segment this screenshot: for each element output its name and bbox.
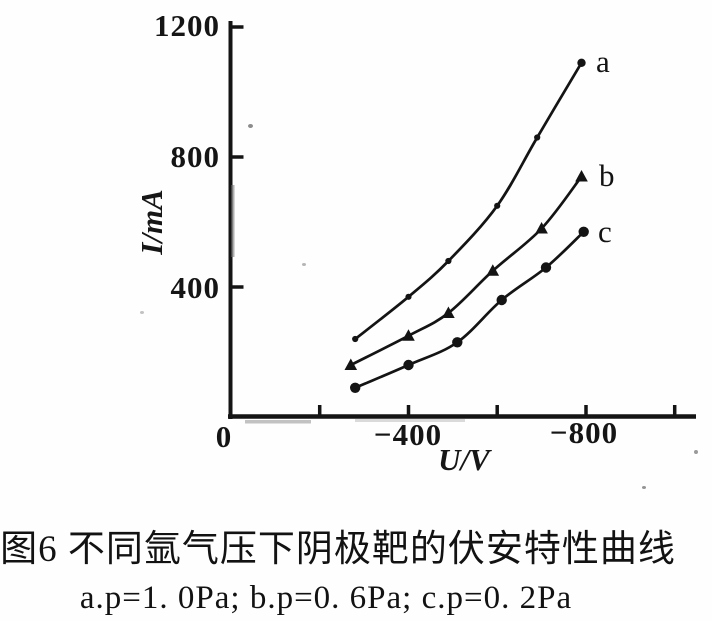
scan-smudge [231, 185, 235, 257]
scan-speck [694, 450, 698, 454]
data-point-marker-b [575, 170, 588, 182]
x-tick-label-minus400: −400 [373, 417, 443, 452]
figure-caption-legend: a.p=1. 0Pa; b.p=0. 6Pa; c.p=0. 2Pa [79, 580, 573, 616]
figure-caption-title: 图6 不同氩气压下阴极靶的伏安特性曲线 [0, 529, 676, 570]
data-curves [344, 58, 589, 393]
scan-smudge [245, 420, 311, 424]
figure-caption: 图6 不同氩气压下阴极靶的伏安特性曲线 a.p=1. 0Pa; b.p=0. 6… [0, 527, 712, 617]
data-point-marker-c [452, 337, 463, 348]
data-point-marker-b [486, 264, 500, 276]
scan-smudge [355, 419, 465, 422]
curve-b [350, 175, 583, 367]
series-label-a: a [596, 44, 610, 79]
scan-speck [248, 124, 253, 128]
y-tick-label-800: 800 [170, 139, 220, 174]
series-label-c: c [598, 214, 612, 249]
curve-c [354, 230, 585, 390]
data-point-marker-a [534, 134, 541, 141]
data-point-marker-c [540, 262, 552, 273]
data-point-marker-b [442, 306, 455, 318]
data-point-marker-c [578, 226, 589, 237]
data-point-marker-c [403, 359, 414, 371]
data-point-marker-a [352, 335, 359, 343]
scan-speck [302, 263, 306, 266]
series-label-b: b [599, 158, 615, 193]
y-tick-label-400: 400 [170, 270, 220, 305]
chart-canvas [228, 21, 696, 424]
y-axis-title: I/mA [134, 189, 169, 255]
axis-ticks [230, 25, 677, 416]
data-point-marker-b [535, 222, 548, 234]
curve-a [354, 62, 583, 341]
origin-label: 0 [215, 419, 233, 454]
data-point-marker-c [496, 294, 507, 306]
x-axis-title: U/V [438, 442, 490, 477]
x-tick-label-minus800: −800 [549, 415, 619, 450]
data-point-marker-a [577, 58, 586, 67]
data-point-marker-b [344, 358, 358, 370]
data-point-marker-c [350, 382, 361, 393]
data-point-marker-a [494, 202, 501, 209]
data-point-marker-a [405, 293, 412, 300]
data-point-marker-a [445, 257, 452, 265]
y-tick-label-1200: 1200 [154, 8, 220, 43]
scan-speck [642, 486, 646, 489]
data-point-marker-b [402, 329, 415, 341]
scan-speck [140, 311, 144, 314]
